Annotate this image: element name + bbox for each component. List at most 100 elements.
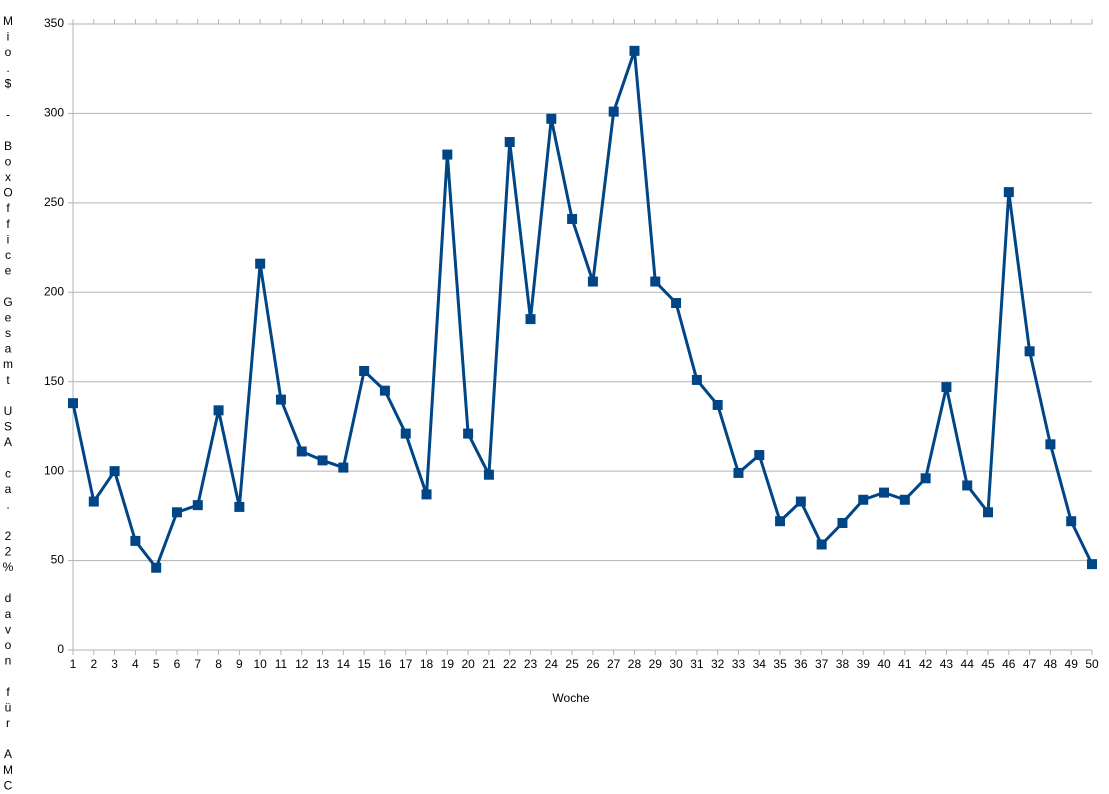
x-tick-label: 23 xyxy=(524,657,538,671)
x-tick-label: 39 xyxy=(857,657,871,671)
x-tick-label: 26 xyxy=(586,657,600,671)
x-tick-label: 34 xyxy=(753,657,767,671)
point-marker xyxy=(213,405,224,416)
x-tick-label: 38 xyxy=(836,657,850,671)
point-marker xyxy=(400,428,411,439)
point-marker xyxy=(171,507,182,518)
point-marker xyxy=(1066,516,1077,527)
point-marker xyxy=(858,494,869,505)
point-marker xyxy=(192,500,203,511)
x-tick-label: 30 xyxy=(669,657,683,671)
x-tick-label: 29 xyxy=(649,657,663,671)
point-marker xyxy=(442,149,453,160)
point-marker xyxy=(130,535,141,546)
x-tick-label: 47 xyxy=(1023,657,1037,671)
x-tick-label: 7 xyxy=(194,657,201,671)
x-tick-label: 5 xyxy=(153,657,160,671)
x-tick-label: 2 xyxy=(90,657,97,671)
point-marker xyxy=(733,467,744,478)
point-marker xyxy=(483,469,494,480)
y-tick-label: 350 xyxy=(44,16,64,30)
point-marker xyxy=(1024,346,1035,357)
point-marker xyxy=(962,480,973,491)
point-marker xyxy=(567,213,578,224)
x-tick-label: 44 xyxy=(961,657,975,671)
point-marker xyxy=(629,45,640,56)
point-marker xyxy=(379,385,390,396)
x-tick-label: 13 xyxy=(316,657,330,671)
x-tick-label: 42 xyxy=(919,657,933,671)
point-marker xyxy=(775,516,786,527)
point-marker xyxy=(816,539,827,550)
point-marker xyxy=(68,398,78,409)
x-tick-label: 1 xyxy=(70,657,77,671)
y-tick-label: 300 xyxy=(44,106,64,120)
x-tick-label: 22 xyxy=(503,657,517,671)
x-tick-label: 50 xyxy=(1085,657,1099,671)
x-tick-label: 40 xyxy=(877,657,891,671)
point-marker xyxy=(837,518,848,529)
point-marker xyxy=(983,507,994,518)
point-marker xyxy=(754,450,765,461)
x-tick-label: 46 xyxy=(1002,657,1016,671)
point-marker xyxy=(691,374,702,385)
point-marker xyxy=(899,494,910,505)
y-tick-label: 100 xyxy=(44,463,64,477)
y-axis-label: Mio.$ - BoxOffice Gesamt USA ca. 22% dav… xyxy=(1,14,15,794)
point-marker xyxy=(920,473,931,484)
point-marker xyxy=(463,428,474,439)
x-tick-label: 43 xyxy=(940,657,954,671)
point-marker xyxy=(255,258,266,269)
point-marker xyxy=(109,466,120,477)
x-tick-label: 27 xyxy=(607,657,621,671)
x-tick-label: 17 xyxy=(399,657,413,671)
x-tick-label: 12 xyxy=(295,657,309,671)
y-tick-label: 250 xyxy=(44,195,64,209)
y-tick-label: 50 xyxy=(51,553,65,567)
x-tick-label: 10 xyxy=(253,657,267,671)
y-tick-label: 200 xyxy=(44,284,64,298)
line xyxy=(71,49,1094,570)
point-marker xyxy=(151,562,162,573)
x-axis-label: Woche xyxy=(552,691,589,705)
x-tick-label: 36 xyxy=(794,657,808,671)
x-tick-label: 35 xyxy=(773,657,787,671)
x-tick-label: 48 xyxy=(1044,657,1058,671)
x-tick-label: 20 xyxy=(461,657,475,671)
x-tick-label: 19 xyxy=(441,657,455,671)
x-tick-label: 18 xyxy=(420,657,434,671)
x-tick-label: 3 xyxy=(111,657,118,671)
point-marker xyxy=(1045,439,1056,450)
x-tick-label: 11 xyxy=(275,657,288,671)
x-tick-label: 25 xyxy=(565,657,579,671)
x-tick-label: 9 xyxy=(236,657,243,671)
point-marker xyxy=(587,276,598,287)
x-tick-label: 4 xyxy=(132,657,139,671)
x-tick-label: 16 xyxy=(378,657,392,671)
point-marker xyxy=(941,382,952,393)
point-marker xyxy=(795,496,806,507)
x-tick-label: 33 xyxy=(732,657,746,671)
x-tick-label: 6 xyxy=(174,657,181,671)
point-marker xyxy=(504,137,515,148)
x-tick-label: 14 xyxy=(337,657,351,671)
point-marker xyxy=(421,489,432,500)
point-marker xyxy=(608,106,619,117)
point-marker xyxy=(317,455,328,466)
x-tick-label: 41 xyxy=(898,657,912,671)
point-marker xyxy=(879,487,890,498)
x-tick-label: 15 xyxy=(357,657,371,671)
point-marker xyxy=(338,462,349,473)
point-marker xyxy=(546,113,557,124)
x-tick-label: 45 xyxy=(981,657,995,671)
point-marker xyxy=(234,501,245,512)
x-tick-label: 24 xyxy=(545,657,559,671)
point-marker xyxy=(1087,559,1097,570)
x-tick-label: 28 xyxy=(628,657,642,671)
x-tick-label: 8 xyxy=(215,657,222,671)
x-tick-label: 32 xyxy=(711,657,725,671)
x-tick-label: 49 xyxy=(1065,657,1079,671)
x-tick-label: 37 xyxy=(815,657,829,671)
point-marker xyxy=(88,496,99,507)
